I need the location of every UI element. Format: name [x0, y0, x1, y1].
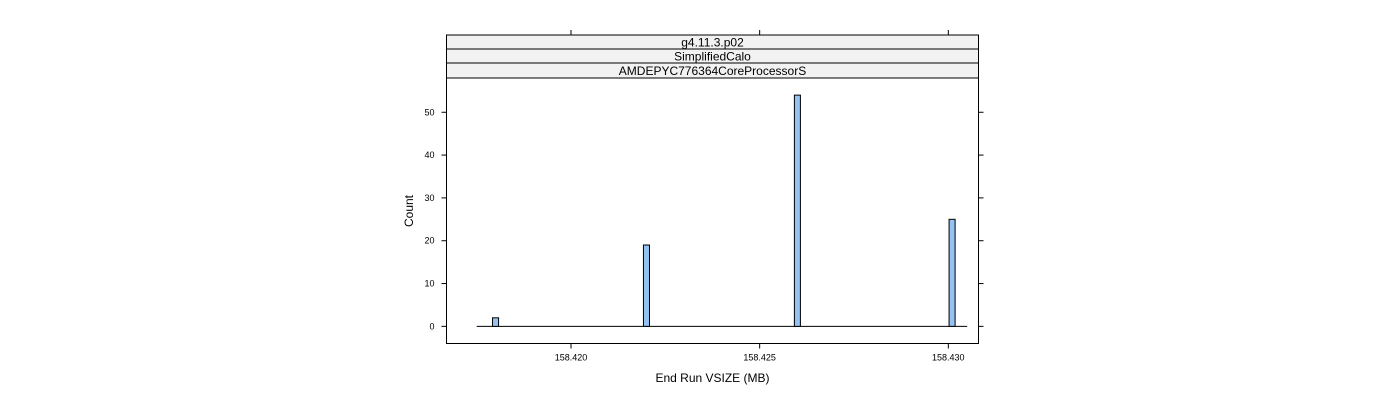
x-tick-label: 158.420	[555, 353, 588, 363]
strip-2-label: SimplifiedCalo	[674, 50, 751, 64]
histogram-bar	[642, 244, 650, 327]
strip-1-label: g4.11.3.p02	[681, 36, 744, 50]
y-tick-label: 10	[424, 279, 434, 289]
strip-3-label: AMDEPYC776364CoreProcessorS	[619, 64, 806, 78]
y-tick-label: 30	[424, 193, 434, 203]
y-tick-label: 0	[429, 321, 434, 331]
strip-headers: g4.11.3.p02 SimplifiedCalo AMDEPYC776364…	[446, 34, 979, 79]
x-tick-label: 158.430	[932, 353, 965, 363]
histogram-bar	[948, 218, 956, 327]
y-tick-label: 40	[424, 150, 434, 160]
x-tick-label: 158.425	[743, 353, 776, 363]
plot-panel	[446, 77, 979, 344]
histogram-bar	[793, 94, 801, 327]
y-tick-label: 20	[424, 236, 434, 246]
y-tick-label: 50	[424, 107, 434, 117]
x-axis-label: End Run VSIZE (MB)	[655, 371, 769, 385]
histogram-bar	[492, 317, 500, 327]
y-axis-label: Count	[402, 194, 416, 227]
bars-group	[476, 94, 968, 327]
axis-ticks: 158.420 158.425 158.430 0 10 20 30 40 50	[424, 30, 984, 363]
